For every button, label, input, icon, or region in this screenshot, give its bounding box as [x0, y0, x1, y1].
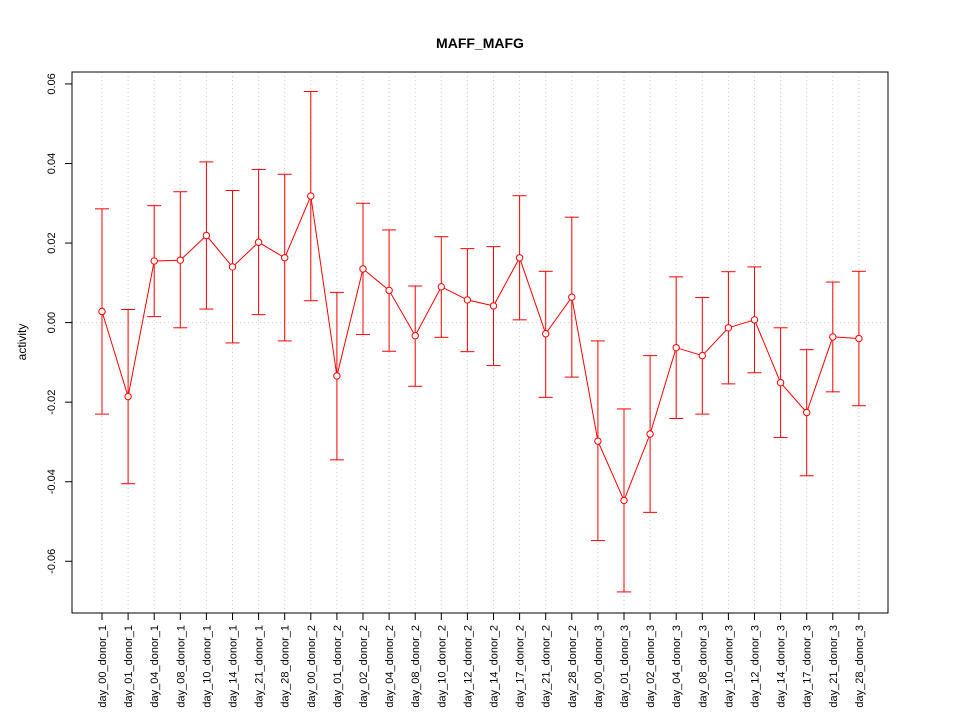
data-point	[489, 302, 498, 310]
data-point	[568, 293, 576, 301]
data-point	[411, 332, 419, 340]
chart-title: MAFF_MAFG	[436, 35, 524, 51]
y-tick-label: 0.06	[46, 73, 58, 94]
data-point	[724, 324, 733, 332]
x-tick-label: day_28_donor_3	[854, 625, 866, 708]
x-tick-label: day_08_donor_2	[410, 625, 422, 708]
y-tick-label: -0.06	[46, 549, 58, 574]
x-tick-label: day_01_donor_3	[619, 625, 631, 708]
axes-layer: -0.06 -0.04 -0.02 0.00 0.02 0.04 0.06 day_00_do…	[46, 71, 889, 708]
grid-layer	[72, 72, 888, 613]
x-tick-label: day_04_donor_2	[384, 625, 396, 708]
data-point	[202, 231, 211, 240]
y-tick-label: 0.04	[46, 153, 58, 174]
x-tick-label: day_14_donor_3	[776, 625, 788, 708]
data-point	[698, 351, 706, 360]
x-tick-label: day_01_donor_2	[332, 625, 344, 708]
data-point	[672, 343, 680, 352]
data-point	[98, 307, 106, 316]
y-tick-label: -0.04	[46, 469, 58, 494]
x-tick-label: day_10_donor_3	[723, 625, 735, 708]
data-point	[646, 430, 654, 438]
x-tick-label: day_00_donor_1	[97, 625, 109, 708]
x-tick-label: day_00_donor_3	[593, 625, 605, 708]
data-point	[254, 238, 263, 246]
data-point	[829, 333, 837, 341]
x-tick-label: day_14_donor_1	[228, 625, 240, 708]
x-tick-label: day_10_donor_1	[201, 625, 213, 708]
data-point	[307, 192, 315, 200]
x-tick-label: day_02_donor_3	[645, 625, 657, 708]
x-tick-label: day_10_donor_2	[436, 625, 448, 708]
data-point	[281, 254, 289, 262]
y-tick-label: 0.00	[46, 312, 58, 333]
x-tick-label: day_04_donor_1	[149, 625, 161, 708]
x-tick-label: day_17_donor_3	[802, 625, 814, 708]
data-point	[803, 408, 811, 417]
x-tick-label: day_00_donor_2	[306, 625, 318, 708]
x-tick-label: day_14_donor_2	[489, 625, 501, 708]
x-tick-label: day_08_donor_3	[697, 625, 709, 708]
data-point	[385, 286, 393, 295]
data-point	[359, 265, 367, 273]
x-tick-label: day_17_donor_2	[515, 625, 527, 708]
x-tick-label: day_28_donor_2	[567, 625, 579, 708]
data-point	[124, 392, 132, 401]
x-tick-label: day_21_donor_1	[254, 625, 266, 708]
x-tick-label: day_12_donor_2	[462, 625, 474, 708]
data-point	[620, 496, 628, 505]
x-tick-label: day_04_donor_3	[671, 625, 683, 708]
data-point	[150, 257, 158, 265]
data-point	[463, 296, 472, 304]
data-point	[776, 378, 785, 387]
x-tick-label: day_08_donor_1	[175, 625, 187, 708]
y-tick-label: 0.02	[46, 232, 58, 253]
data-point	[437, 283, 445, 291]
x-tick-label: day_21_donor_3	[828, 625, 840, 708]
series-line	[101, 194, 859, 502]
data-point	[176, 256, 185, 264]
x-tick-label: day_01_donor_1	[123, 625, 135, 708]
data-point	[855, 334, 863, 343]
x-tick-label: day_12_donor_3	[750, 625, 762, 708]
x-tick-label: day_21_donor_2	[541, 625, 553, 708]
x-tick-label: day_28_donor_1	[280, 625, 292, 708]
y-tick-label: -0.02	[46, 390, 58, 415]
data-point	[228, 263, 237, 271]
data-point	[594, 437, 602, 445]
data-point	[750, 316, 759, 324]
data-point	[515, 254, 524, 262]
data-point	[542, 330, 550, 338]
series-layer	[95, 90, 866, 593]
plot-frame	[71, 71, 889, 614]
x-tick-label: day_02_donor_2	[358, 625, 370, 708]
y-axis-label: activity	[15, 324, 29, 361]
data-point	[333, 372, 341, 380]
